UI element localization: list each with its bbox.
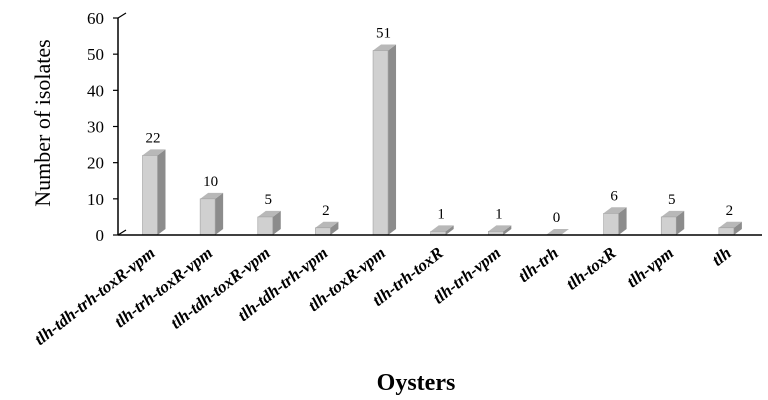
bar-front (142, 155, 158, 236)
data-label: 2 (726, 203, 734, 219)
bar-top (430, 225, 454, 232)
bar-side (503, 225, 512, 235)
bar-top (718, 221, 742, 228)
bar-side (215, 192, 224, 235)
bar-side (618, 207, 627, 235)
floor-edge (117, 229, 127, 236)
bar (603, 207, 627, 236)
y-tick-label: 40 (87, 81, 104, 100)
bar-top (373, 44, 397, 51)
data-label: 51 (376, 26, 391, 42)
bar (545, 229, 569, 235)
x-tick-label: tlh-trh-toxR-vpm (111, 243, 216, 331)
bar-front (603, 213, 619, 236)
data-label: 22 (146, 130, 161, 146)
y-tick-label: 50 (87, 45, 104, 64)
data-label: 5 (265, 192, 273, 208)
y-tick-label: 60 (87, 9, 104, 28)
bar (488, 225, 512, 236)
bar-front (660, 216, 677, 236)
x-tick-label: tlh-vpm (623, 243, 677, 291)
bar-side (388, 44, 397, 235)
x-tick-label: tlh (708, 243, 735, 270)
data-label: 6 (610, 188, 618, 204)
x-tick-label: tlh-toxR (562, 243, 619, 293)
data-label: 5 (668, 192, 676, 208)
bar-front (718, 227, 735, 236)
bar-side (330, 221, 339, 235)
bar-top (315, 221, 339, 228)
bar (142, 149, 166, 236)
y-tick-label: 30 (87, 118, 104, 137)
y-tick-label: 20 (87, 154, 104, 173)
y-axis: 0 10 20 30 40 50 60 (87, 9, 127, 245)
x-axis-title: Oysters (377, 370, 456, 396)
bar-front (315, 227, 331, 236)
bar (257, 210, 281, 236)
data-label: 2 (322, 203, 330, 219)
y-axis-title: Number of isolates (30, 39, 55, 206)
bar-top (200, 192, 224, 199)
bar-top (257, 210, 281, 217)
data-label: 1 (437, 206, 445, 222)
bar (718, 221, 742, 236)
bar-front (372, 50, 389, 236)
bar-side (733, 221, 742, 235)
bar (372, 44, 397, 236)
y-axis-wall-edge (117, 12, 127, 19)
bar (660, 210, 685, 236)
bar-front (257, 216, 274, 236)
bar-front (199, 198, 216, 236)
bar (199, 192, 224, 236)
bar-top (545, 229, 569, 235)
bar-top (488, 225, 512, 232)
x-tick-label: tlh-trh (514, 243, 561, 286)
data-label: 0 (553, 210, 561, 226)
bar-side (272, 210, 281, 235)
bar-top (603, 207, 627, 214)
x-axis: tlh-tdh-trh-toxR-vpmtlh-trh-toxR-vpmtlh-… (31, 229, 762, 349)
bar-top (142, 149, 166, 156)
bar-side (445, 225, 454, 235)
y-tick-label: 0 (96, 226, 105, 245)
x-tick-label: tlh-tdh-toxR-vpm (167, 243, 274, 332)
y-tick-label: 10 (87, 190, 104, 209)
bar (315, 221, 339, 236)
bar-top (661, 210, 685, 217)
bar-side (676, 210, 685, 235)
data-label: 1 (495, 206, 503, 222)
bar (430, 225, 454, 236)
bar-side (157, 149, 166, 235)
data-label: 10 (203, 174, 218, 190)
